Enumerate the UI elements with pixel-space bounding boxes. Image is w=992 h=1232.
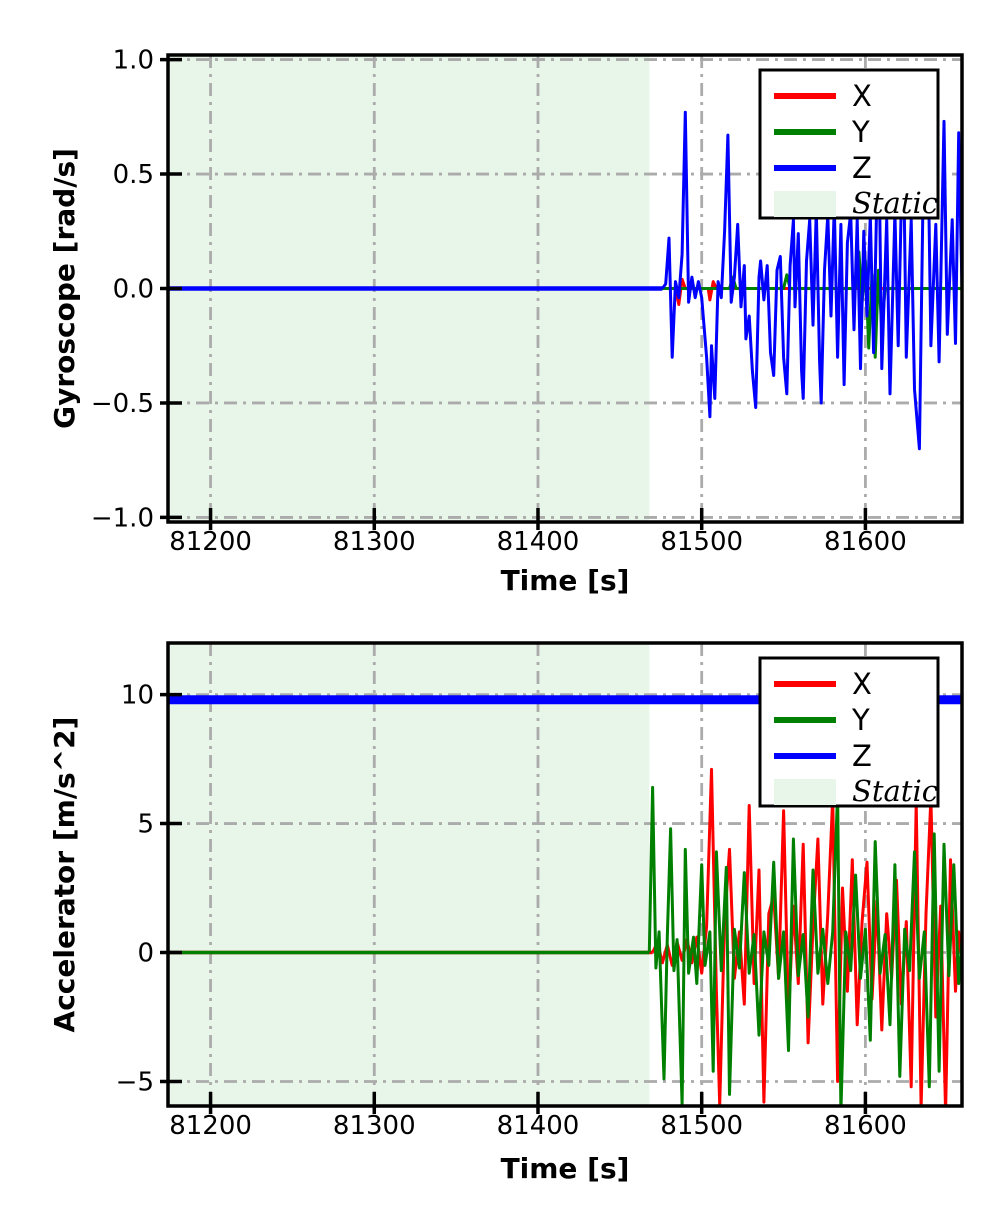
legend-label-y: Y [851, 703, 870, 737]
legend-label-z: Z [852, 151, 872, 185]
legend-label-x: X [852, 79, 872, 113]
x-tick-label: 81200 [169, 527, 252, 557]
axes-frame [166, 641, 964, 1108]
legend-label-static: Static [852, 774, 938, 808]
y-tick-label: 0.5 [113, 160, 154, 190]
x-tick-label: 81500 [660, 527, 743, 557]
y-tick-label: −5 [116, 1067, 154, 1097]
y-tick-label: 10 [121, 681, 154, 711]
y-tick-label: 0 [137, 939, 154, 969]
legend-static-patch [774, 779, 836, 805]
legend-label-y: Y [851, 115, 870, 149]
x-tick-label: 81400 [497, 1111, 580, 1141]
legend-label-z: Z [852, 739, 872, 773]
series-y-line [168, 250, 962, 359]
y-tick-label: 0.0 [113, 275, 154, 305]
y-tick-label: −0.5 [91, 389, 154, 419]
x-tick-label: 81300 [333, 1111, 416, 1141]
y-tick-label: 5 [137, 810, 154, 840]
y-axis-label: Accelerator [m/s^2] [48, 717, 81, 1033]
x-tick-label: 81300 [333, 527, 416, 557]
legend-label-static: Static [852, 186, 938, 220]
x-tick-label: 81600 [824, 527, 907, 557]
y-axis-label: Gyroscope [rad/s] [48, 148, 81, 429]
legend-static-patch [774, 191, 836, 217]
x-tick-label: 81500 [660, 1111, 743, 1141]
x-axis-label: Time [s] [501, 564, 630, 597]
gyroscope-plot: 81200 81300 81400 81500 81600 1.0 0.5 0.0 −0.5 −1… [48, 46, 964, 597]
x-tick-label: 81400 [497, 527, 580, 557]
series-y-line [647, 785, 962, 1106]
static-region [168, 643, 650, 1106]
x-axis-label: Time [s] [501, 1152, 630, 1185]
y-tick-label: −1.0 [91, 503, 154, 533]
x-tick-label: 81600 [824, 1111, 907, 1141]
y-tick-label: 1.0 [113, 46, 154, 76]
x-tick-label: 81200 [169, 1111, 252, 1141]
legend-label-x: X [852, 667, 872, 701]
accelerator-plot: 81200 81300 81400 81500 81600 10 5 0 −5 Accelerat… [48, 641, 964, 1185]
